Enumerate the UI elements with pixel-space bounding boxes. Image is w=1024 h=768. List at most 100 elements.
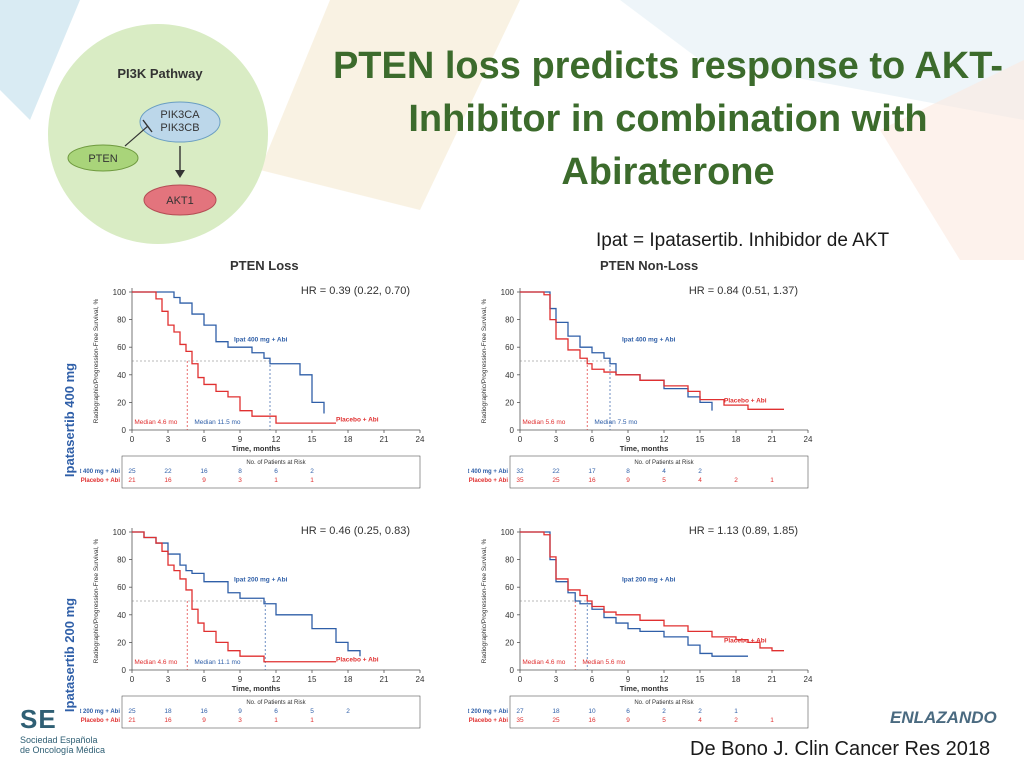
risk-value: 16 bbox=[200, 708, 208, 715]
x-tick-label: 24 bbox=[804, 675, 813, 684]
x-tick-label: 0 bbox=[518, 675, 523, 684]
risk-value: 1 bbox=[310, 477, 314, 484]
pi3k-pathway-diagram: PI3K Pathway PIK3CA PIK3CB PTEN AKT1 bbox=[67, 66, 221, 216]
x-tick-label: 3 bbox=[554, 435, 559, 444]
risk-value: 32 bbox=[516, 468, 524, 475]
row-label-400mg: Ipatasertib 400 mg bbox=[62, 363, 77, 477]
inhibition-bar bbox=[142, 119, 153, 133]
median-annotation: Median 4.6 mo bbox=[522, 659, 565, 666]
km-curve-ipat bbox=[132, 291, 325, 414]
km-panel-loss-200: Radiographic/Progression-Free Survival, … bbox=[80, 525, 425, 729]
km-curve-ipat bbox=[520, 291, 713, 411]
risk-value: 2 bbox=[346, 708, 350, 715]
seom-logo-line-1: Sociedad Española bbox=[20, 735, 98, 745]
x-tick-label: 9 bbox=[626, 435, 631, 444]
x-tick-label: 9 bbox=[238, 675, 243, 684]
pten-node bbox=[67, 144, 139, 172]
x-tick-label: 15 bbox=[308, 675, 317, 684]
x-tick-label: 15 bbox=[696, 675, 705, 684]
risk-value: 25 bbox=[128, 708, 136, 715]
risk-value: 21 bbox=[128, 717, 136, 724]
x-tick-label: 18 bbox=[344, 675, 353, 684]
x-tick-label: 18 bbox=[732, 435, 741, 444]
x-axis-label: Time, months bbox=[620, 444, 669, 453]
title-line-2: Inhibitor in combination with bbox=[408, 98, 928, 140]
km-curve-ipat bbox=[520, 531, 748, 657]
x-tick-label: 0 bbox=[130, 675, 135, 684]
x-tick-label: 12 bbox=[660, 675, 669, 684]
risk-row-label: Ipat 400 mg + Abi bbox=[80, 469, 120, 475]
x-tick-label: 6 bbox=[202, 675, 207, 684]
risk-value: 1 bbox=[274, 477, 278, 484]
pten-label: PTEN bbox=[88, 153, 117, 165]
risk-value: 1 bbox=[310, 717, 314, 724]
y-axis-label: Radiographic/Progression-Free Survival, … bbox=[93, 298, 100, 423]
risk-table-title: No. of Patients at Risk bbox=[634, 700, 694, 706]
x-tick-label: 15 bbox=[696, 435, 705, 444]
series-label-placebo: Placebo + Abi bbox=[336, 417, 379, 424]
risk-value: 3 bbox=[238, 717, 242, 724]
akt1-label: AKT1 bbox=[166, 195, 194, 207]
risk-table-title: No. of Patients at Risk bbox=[246, 700, 306, 706]
risk-value: 4 bbox=[698, 477, 702, 484]
median-annotation: Median 7.5 mo bbox=[594, 419, 637, 426]
series-label-ipat: Ipat 400 mg + Abi bbox=[622, 337, 676, 344]
row-labels: Ipatasertib 400 mg Ipatasertib 200 mg bbox=[62, 363, 77, 712]
y-axis-label: Radiographic/Progression-Free Survival, … bbox=[481, 298, 488, 423]
risk-value: 9 bbox=[626, 717, 630, 724]
y-axis-label: Radiographic/Progression-Free Survival, … bbox=[481, 538, 488, 663]
y-tick-label: 0 bbox=[122, 666, 127, 675]
enlazando-logo: ENLAZANDO bbox=[890, 708, 997, 727]
risk-value: 2 bbox=[698, 708, 702, 715]
risk-value: 21 bbox=[128, 477, 136, 484]
risk-value: 16 bbox=[164, 477, 172, 484]
km-curve-placebo bbox=[520, 291, 784, 410]
median-annotation: Median 4.6 mo bbox=[134, 419, 177, 426]
risk-value: 9 bbox=[202, 717, 206, 724]
y-tick-label: 60 bbox=[505, 583, 514, 592]
x-tick-label: 18 bbox=[732, 675, 741, 684]
risk-value: 8 bbox=[626, 468, 630, 475]
x-tick-label: 3 bbox=[166, 675, 171, 684]
risk-value: 2 bbox=[662, 708, 666, 715]
x-tick-label: 12 bbox=[660, 435, 669, 444]
risk-table-frame bbox=[121, 695, 421, 729]
bg-shape-corner bbox=[0, 0, 80, 120]
series-label-ipat: Ipat 200 mg + Abi bbox=[622, 577, 676, 584]
pik3ca-label: PIK3CA bbox=[160, 109, 200, 121]
x-tick-label: 6 bbox=[202, 435, 207, 444]
inhibition-line bbox=[124, 125, 149, 147]
y-tick-label: 40 bbox=[117, 371, 126, 380]
median-annotation: Median 11.1 mo bbox=[194, 659, 241, 666]
seom-logo-line-2: de Oncología Médica bbox=[20, 745, 106, 755]
y-tick-label: 20 bbox=[505, 398, 514, 407]
risk-value: 2 bbox=[698, 468, 702, 475]
risk-value: 35 bbox=[516, 477, 524, 484]
risk-row-label: Ipat 200 mg + Abi bbox=[80, 709, 120, 715]
risk-value: 6 bbox=[626, 708, 630, 715]
slide-title: PTEN loss predicts response to AKT- Inhi… bbox=[318, 40, 1018, 199]
risk-value: 6 bbox=[274, 708, 278, 715]
x-tick-label: 18 bbox=[344, 435, 353, 444]
y-tick-label: 0 bbox=[122, 426, 127, 435]
bg-shape-blue bbox=[620, 0, 1024, 120]
risk-row-label: Placebo + Abi bbox=[469, 718, 509, 724]
risk-value: 5 bbox=[310, 708, 314, 715]
risk-value: 3 bbox=[238, 477, 242, 484]
x-tick-label: 0 bbox=[518, 435, 523, 444]
title-line-1: PTEN loss predicts response to AKT- bbox=[332, 45, 1004, 87]
x-tick-label: 3 bbox=[166, 435, 171, 444]
pik3cb-label: PIK3CB bbox=[160, 122, 199, 134]
x-tick-label: 15 bbox=[308, 435, 317, 444]
median-annotation: Median 5.6 mo bbox=[522, 419, 565, 426]
km-curve-placebo bbox=[132, 291, 336, 424]
median-annotation: Median 11.5 mo bbox=[194, 419, 241, 426]
risk-table-frame bbox=[509, 455, 809, 489]
bg-shape-peach bbox=[880, 60, 1024, 260]
km-panel-loss-400: Radiographic/Progression-Free Survival, … bbox=[80, 285, 425, 489]
y-tick-label: 60 bbox=[117, 343, 126, 352]
x-tick-label: 21 bbox=[380, 675, 389, 684]
risk-value: 16 bbox=[588, 477, 596, 484]
y-axis-label: Radiographic/Progression-Free Survival, … bbox=[93, 538, 100, 663]
x-tick-label: 12 bbox=[272, 435, 281, 444]
